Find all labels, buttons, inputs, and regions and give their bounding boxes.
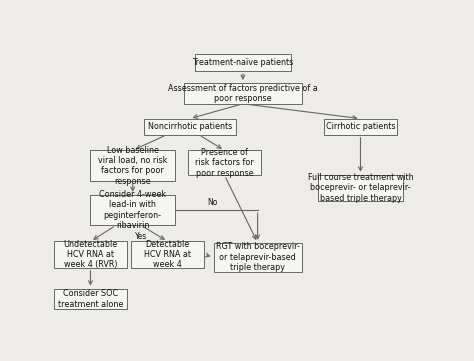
Text: Noncirrhotic patients: Noncirrhotic patients — [147, 122, 232, 131]
FancyBboxPatch shape — [195, 55, 291, 71]
Text: No: No — [208, 198, 218, 207]
Text: Presence of
risk factors for
poor response: Presence of risk factors for poor respon… — [195, 148, 254, 178]
FancyBboxPatch shape — [91, 150, 175, 181]
Text: RGT with boceprevir-
or telaprevir-based
triple therapy: RGT with boceprevir- or telaprevir-based… — [216, 243, 300, 272]
FancyBboxPatch shape — [54, 289, 127, 309]
Text: Assessment of factors predictive of a
poor response: Assessment of factors predictive of a po… — [168, 84, 318, 103]
Text: Consider SOC
treatment alone: Consider SOC treatment alone — [58, 290, 123, 309]
Text: Detectable
HCV RNA at
week 4: Detectable HCV RNA at week 4 — [144, 240, 191, 269]
Text: Treatment-naïve patients: Treatment-naïve patients — [192, 58, 293, 67]
FancyBboxPatch shape — [324, 119, 397, 135]
FancyBboxPatch shape — [54, 242, 127, 268]
FancyBboxPatch shape — [131, 242, 204, 268]
Text: Cirrhotic patients: Cirrhotic patients — [326, 122, 395, 131]
Text: Low baseline
viral load, no risk
factors for poor
response: Low baseline viral load, no risk factors… — [98, 145, 167, 186]
FancyBboxPatch shape — [184, 83, 301, 104]
Text: Full course treatment with
boceprevir- or telaprevir-
based triple therapy: Full course treatment with boceprevir- o… — [308, 173, 413, 203]
Text: Yes: Yes — [135, 232, 147, 241]
Text: Undetectable
HCV RNA at
week 4 (RVR): Undetectable HCV RNA at week 4 (RVR) — [64, 240, 118, 269]
FancyBboxPatch shape — [144, 119, 236, 135]
Text: Consider 4-week
lead-in with
peginterferon-
ribavirin: Consider 4-week lead-in with peginterfer… — [99, 190, 166, 230]
FancyBboxPatch shape — [188, 150, 261, 175]
FancyBboxPatch shape — [213, 243, 301, 272]
FancyBboxPatch shape — [91, 195, 175, 225]
FancyBboxPatch shape — [318, 175, 403, 201]
